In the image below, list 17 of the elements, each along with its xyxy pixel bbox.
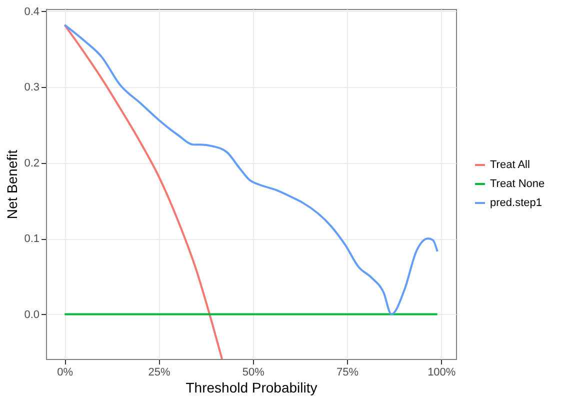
- x-tick-label: 100%: [428, 366, 456, 378]
- legend-label: Treat All: [490, 159, 530, 171]
- x-tick-label: 0%: [57, 366, 74, 378]
- x-axis-title: Threshold Probability: [186, 380, 318, 396]
- y-tick-label: 0.0: [24, 308, 40, 321]
- legend-label: Treat None: [490, 178, 545, 190]
- y-tick-label: 0.1: [24, 233, 40, 246]
- y-tick-label: 0.2: [24, 157, 40, 170]
- x-tick-label: 25%: [148, 366, 170, 378]
- x-tick-label: 50%: [242, 366, 265, 378]
- x-tick-label: 75%: [336, 366, 359, 378]
- y-axis-title: Net Benefit: [4, 150, 20, 220]
- y-tick-label: 0.4: [24, 6, 40, 18]
- legend-label: pred.step1: [490, 197, 542, 209]
- y-tick-label: 0.3: [24, 82, 40, 94]
- line-series: [64, 24, 438, 316]
- line-series: [64, 24, 224, 359]
